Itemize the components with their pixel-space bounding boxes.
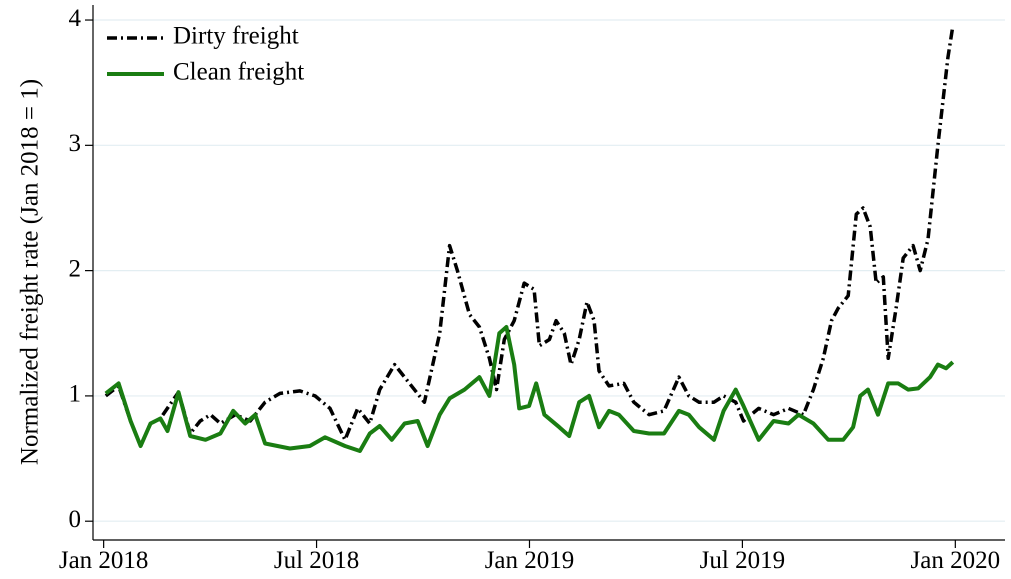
x-tick-label: Jul 2018 bbox=[274, 547, 359, 574]
y-tick-label: 1 bbox=[69, 381, 82, 408]
series-line bbox=[104, 325, 955, 453]
x-tick-label: Jan 2018 bbox=[59, 547, 149, 574]
legend-label: Dirty freight bbox=[173, 23, 299, 50]
y-axis-label: Normalized freight rate (Jan 2018 = 1) bbox=[17, 79, 44, 465]
series-line bbox=[104, 26, 955, 448]
y-tick-label: 4 bbox=[69, 5, 82, 32]
x-tick-label: Jan 2020 bbox=[911, 547, 1001, 574]
y-tick-label: 3 bbox=[69, 130, 82, 157]
x-tick-label: Jul 2019 bbox=[700, 547, 785, 574]
x-tick-label: Jan 2019 bbox=[485, 547, 575, 574]
y-tick-label: 0 bbox=[69, 506, 82, 533]
legend-label: Clean freight bbox=[173, 59, 304, 86]
y-tick-label: 2 bbox=[69, 255, 82, 282]
